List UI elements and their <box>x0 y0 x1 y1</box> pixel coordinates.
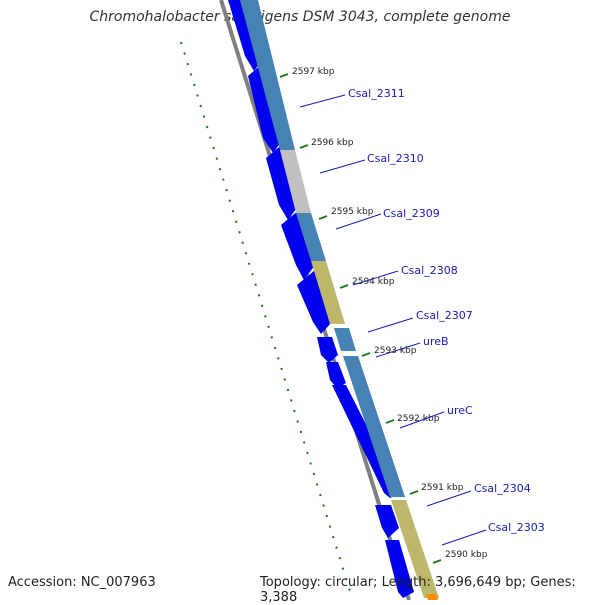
leader-line <box>299 94 346 108</box>
leader-line <box>367 317 414 333</box>
topology-text: Topology: circular; Length: 3,696,649 bp… <box>260 575 576 605</box>
accession-text: Accession: NC_007963 <box>8 575 156 590</box>
feature-strand <box>240 0 439 600</box>
leader-line <box>352 270 399 286</box>
leader-line <box>375 342 421 358</box>
leader-line <box>319 159 366 174</box>
kbp-tick-label: 2594 kbp <box>352 277 395 287</box>
gene-label[interactable]: ureC <box>447 404 473 417</box>
gene-label[interactable]: Csal_2304 <box>474 482 531 495</box>
cds-arrow <box>297 270 332 334</box>
tick-mark <box>385 419 395 424</box>
tick-mark <box>339 284 349 289</box>
leader-line <box>441 529 487 546</box>
cds-arrow <box>375 505 399 538</box>
gene-label[interactable]: Csal_2310 <box>367 152 424 165</box>
feature-block <box>311 261 345 324</box>
kbp-tick-label: 2597 kbp <box>292 67 335 77</box>
kbp-ticks <box>279 73 442 564</box>
gene-label[interactable]: Csal_2307 <box>416 309 473 322</box>
tick-mark <box>279 73 289 78</box>
feature-block <box>240 0 295 150</box>
gene-label[interactable]: Csal_2311 <box>348 87 405 100</box>
feature-block <box>296 213 326 261</box>
gene-label[interactable]: Csal_2308 <box>401 264 458 277</box>
feature-block <box>280 150 311 213</box>
leader-line <box>335 213 382 230</box>
kbp-tick-label: 2590 kbp <box>445 550 488 560</box>
tick-mark <box>318 215 328 220</box>
gene-label[interactable]: Csal_2303 <box>488 521 545 534</box>
tick-mark <box>361 352 371 357</box>
cds-arrow <box>266 143 299 220</box>
gene-leader-lines <box>299 94 487 546</box>
tick-mark <box>432 559 442 564</box>
leader-line <box>426 490 472 507</box>
cds-arrow <box>326 362 346 388</box>
feature-block <box>426 594 438 600</box>
gene-label[interactable]: ureB <box>423 335 449 348</box>
dotted-ring <box>180 41 353 599</box>
cds-arrow <box>317 337 338 363</box>
kbp-tick-label: 2595 kbp <box>331 207 374 217</box>
kbp-tick-label: 2596 kbp <box>311 138 354 148</box>
tick-mark <box>299 144 309 149</box>
feature-block <box>343 356 405 497</box>
tick-mark <box>409 490 419 495</box>
kbp-tick-label: 2592 kbp <box>397 414 440 424</box>
cds-arrow <box>385 540 414 598</box>
map-title: Chromohalobacter salexigens DSM 3043, co… <box>89 9 511 25</box>
cds-arrow <box>281 210 315 280</box>
feature-block <box>391 500 439 598</box>
kbp-tick-label: 2591 kbp <box>421 483 464 493</box>
gene-label[interactable]: Csal_2309 <box>383 207 440 220</box>
leader-line <box>399 411 445 429</box>
feature-block <box>334 328 356 351</box>
gene-labels: Csal_2311 Csal_2310 Csal_2309 Csal_2308 … <box>348 87 545 534</box>
